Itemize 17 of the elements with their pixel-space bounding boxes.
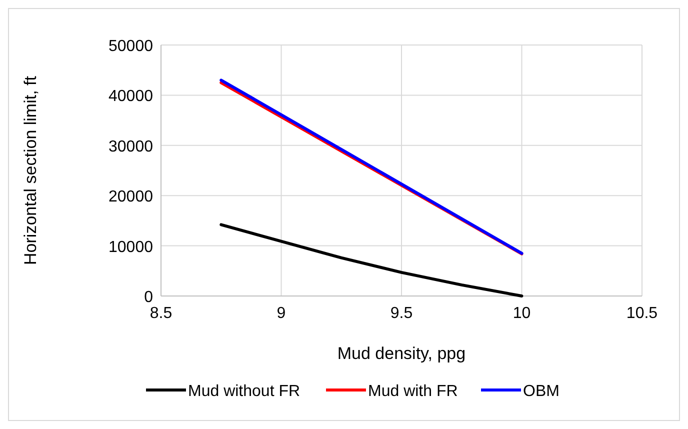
x-tick-label: 9 bbox=[276, 305, 286, 322]
x-axis-title: Mud density, ppg bbox=[337, 344, 466, 363]
line-series bbox=[220, 223, 524, 298]
legend-label: OBM bbox=[523, 383, 560, 400]
y-tick-label: 30000 bbox=[108, 138, 154, 156]
y-tick-label: 10000 bbox=[108, 238, 154, 256]
legend-label: Mud without FR bbox=[188, 383, 300, 400]
y-tick-label: 40000 bbox=[108, 88, 154, 106]
y-axis-title: Horizontal section limit, ft bbox=[21, 76, 40, 265]
y-tick-label: 0 bbox=[144, 289, 154, 306]
y-tick-label: 50000 bbox=[108, 38, 154, 55]
x-tick-label: 10.5 bbox=[626, 305, 658, 322]
legend-label: Mud with FR bbox=[368, 383, 458, 400]
x-tick-label: 8.5 bbox=[150, 305, 172, 322]
x-tick-label: 9.5 bbox=[390, 305, 413, 322]
y-tick-label: 20000 bbox=[108, 188, 154, 206]
x-tick-label: 10 bbox=[512, 305, 531, 322]
